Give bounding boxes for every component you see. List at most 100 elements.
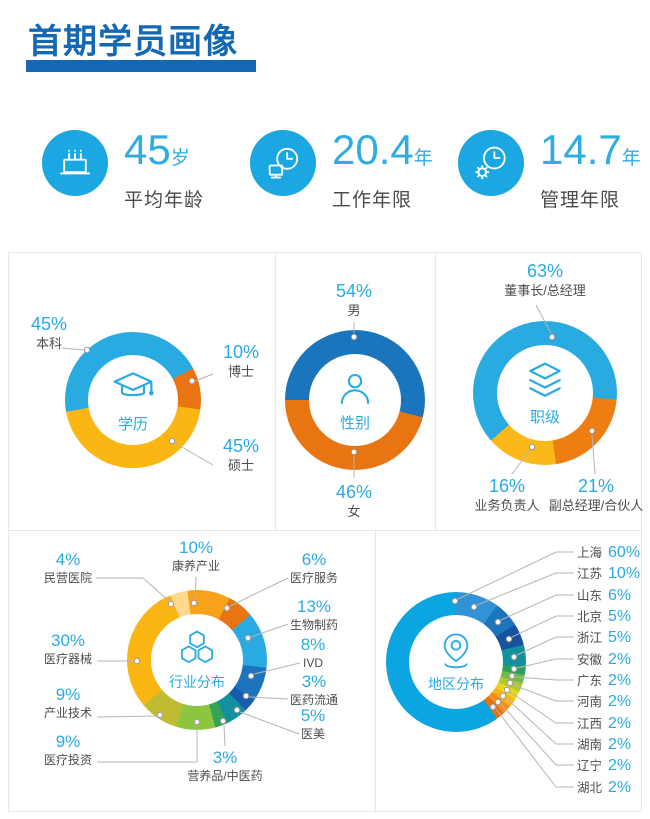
region-pct: 2% <box>608 651 632 668</box>
leader-line <box>495 708 574 788</box>
callout-label: 康养产业 <box>171 559 220 573</box>
clock-monitor-icon-glyph <box>268 147 299 179</box>
callout-label: 副总经理/合伙人 <box>548 498 644 513</box>
chart-title: 职级 <box>529 408 560 426</box>
stat-value: 20.4年 <box>332 128 433 181</box>
stat-number: 14.7 <box>540 126 622 173</box>
stat-unit: 岁 <box>170 148 190 169</box>
callout-pct: 4% <box>55 550 81 569</box>
clock-monitor-icon <box>250 130 316 196</box>
callout-pct: 21% <box>577 476 615 496</box>
callout-business-lead: 16% 业务负责人 <box>462 476 552 515</box>
region-name: 江西 <box>577 717 603 731</box>
divider <box>641 252 642 811</box>
stat-item-mgmt-years: 14.7年 管理年限 <box>540 128 641 212</box>
cake-icon-glyph <box>59 149 91 175</box>
region-name: 辽宁 <box>577 759 603 773</box>
callout-deputy-gm: 21% 副总经理/合伙人 <box>540 476 650 515</box>
leader-line <box>512 684 574 702</box>
chart-title: 性别 <box>339 414 370 432</box>
region-name: 上海 <box>577 546 603 560</box>
stat-number: 20.4 <box>332 126 414 173</box>
region-name: 河南 <box>577 695 603 709</box>
stat-value: 14.7年 <box>540 128 641 181</box>
region-row-hunan: 湖南 2% <box>577 734 631 754</box>
callout-male: 54% 男 <box>314 281 394 320</box>
region-donut-center: 地区分布 <box>409 615 503 709</box>
callout-wellness: 10% 康养产业 <box>156 538 236 575</box>
gender-donut-center: 性别 <box>309 354 401 446</box>
region-pct: 5% <box>608 629 632 646</box>
callout-private-hospital: 4% 民营医院 <box>28 550 108 587</box>
callout-pct: 45% <box>222 436 260 456</box>
callout-pct: 46% <box>335 482 373 502</box>
callout-label: 董事长/总经理 <box>504 283 586 298</box>
callout-pct: 45% <box>30 314 68 334</box>
stat-item-age: 45岁 平均年龄 <box>124 128 204 212</box>
callout-label: 医疗器械 <box>43 652 92 666</box>
callout-pct: 9% <box>55 685 81 704</box>
callout-pct: 30% <box>50 631 86 650</box>
callout-pct: 5% <box>300 706 326 725</box>
region-pct: 10% <box>608 565 641 582</box>
title-underline <box>26 60 256 72</box>
callout-pct: 8% <box>300 635 326 654</box>
leader-line <box>500 594 574 621</box>
leader-line <box>476 572 574 606</box>
callout-nutrition-tcm: 3% 营养品/中医药 <box>178 748 272 785</box>
leader-line <box>457 551 574 600</box>
region-name: 湖北 <box>577 781 603 795</box>
leader-line <box>500 703 574 766</box>
region-pct: 2% <box>608 693 632 710</box>
region-row-shandong: 山东 6% <box>577 585 631 605</box>
stat-unit: 年 <box>413 148 433 169</box>
leader-line <box>511 615 574 638</box>
leader-line <box>509 691 574 724</box>
chart-title: 学历 <box>117 415 148 433</box>
callout-label: 博士 <box>227 364 254 379</box>
region-row-jiangxi: 江西 2% <box>577 713 631 733</box>
leader-line <box>516 636 574 656</box>
region-name: 广东 <box>577 674 603 688</box>
region-pct: 5% <box>608 608 632 625</box>
callout-label: 医药流通 <box>289 693 338 707</box>
divider <box>275 252 276 530</box>
region-name: 北京 <box>577 610 603 624</box>
education-donut-center: 学历 <box>88 355 178 445</box>
stat-value: 45岁 <box>124 128 204 181</box>
chart-title: 行业分布 <box>169 674 225 690</box>
stat-unit: 年 <box>621 148 641 169</box>
callout-medical-investment: 9% 医疗投资 <box>28 732 108 769</box>
map-pin-icon <box>443 633 469 669</box>
callout-pct: 16% <box>488 476 526 496</box>
stat-number: 45 <box>124 126 171 173</box>
region-name: 江苏 <box>577 567 603 581</box>
region-row-zhejiang: 浙江 5% <box>577 627 631 647</box>
callout-label: 生物制药 <box>289 618 338 632</box>
page-title: 首期学员画像 <box>28 23 238 61</box>
clock-gear-icon <box>458 130 524 196</box>
callout-master: 45% 硕士 <box>211 436 271 475</box>
chart-title: 地区分布 <box>428 676 484 692</box>
region-row-anhui: 安徽 2% <box>577 649 631 669</box>
region-pct: 60% <box>608 544 641 561</box>
person-icon <box>340 373 370 404</box>
region-row-henan: 河南 2% <box>577 691 631 711</box>
callout-label: 产业技术 <box>43 706 92 720</box>
leader-line <box>505 697 574 745</box>
region-pct: 2% <box>608 672 632 689</box>
region-name: 安徽 <box>577 653 603 667</box>
region-name: 山东 <box>577 589 603 603</box>
callout-label: 男 <box>347 303 361 318</box>
callout-label: 业务负责人 <box>474 498 540 513</box>
callout-pct: 10% <box>178 538 214 557</box>
callout-pct: 63% <box>526 261 564 281</box>
region-pct: 6% <box>608 587 632 604</box>
callout-label: 医美 <box>300 727 325 741</box>
callout-pct: 54% <box>335 281 373 301</box>
callout-biopharma: 13% 生物制药 <box>274 597 354 634</box>
stat-item-work-years: 20.4年 工作年限 <box>332 128 433 212</box>
region-row-jiangsu: 江苏 10% <box>577 563 640 583</box>
callout-chairman: 63% 董事长/总经理 <box>495 261 595 300</box>
